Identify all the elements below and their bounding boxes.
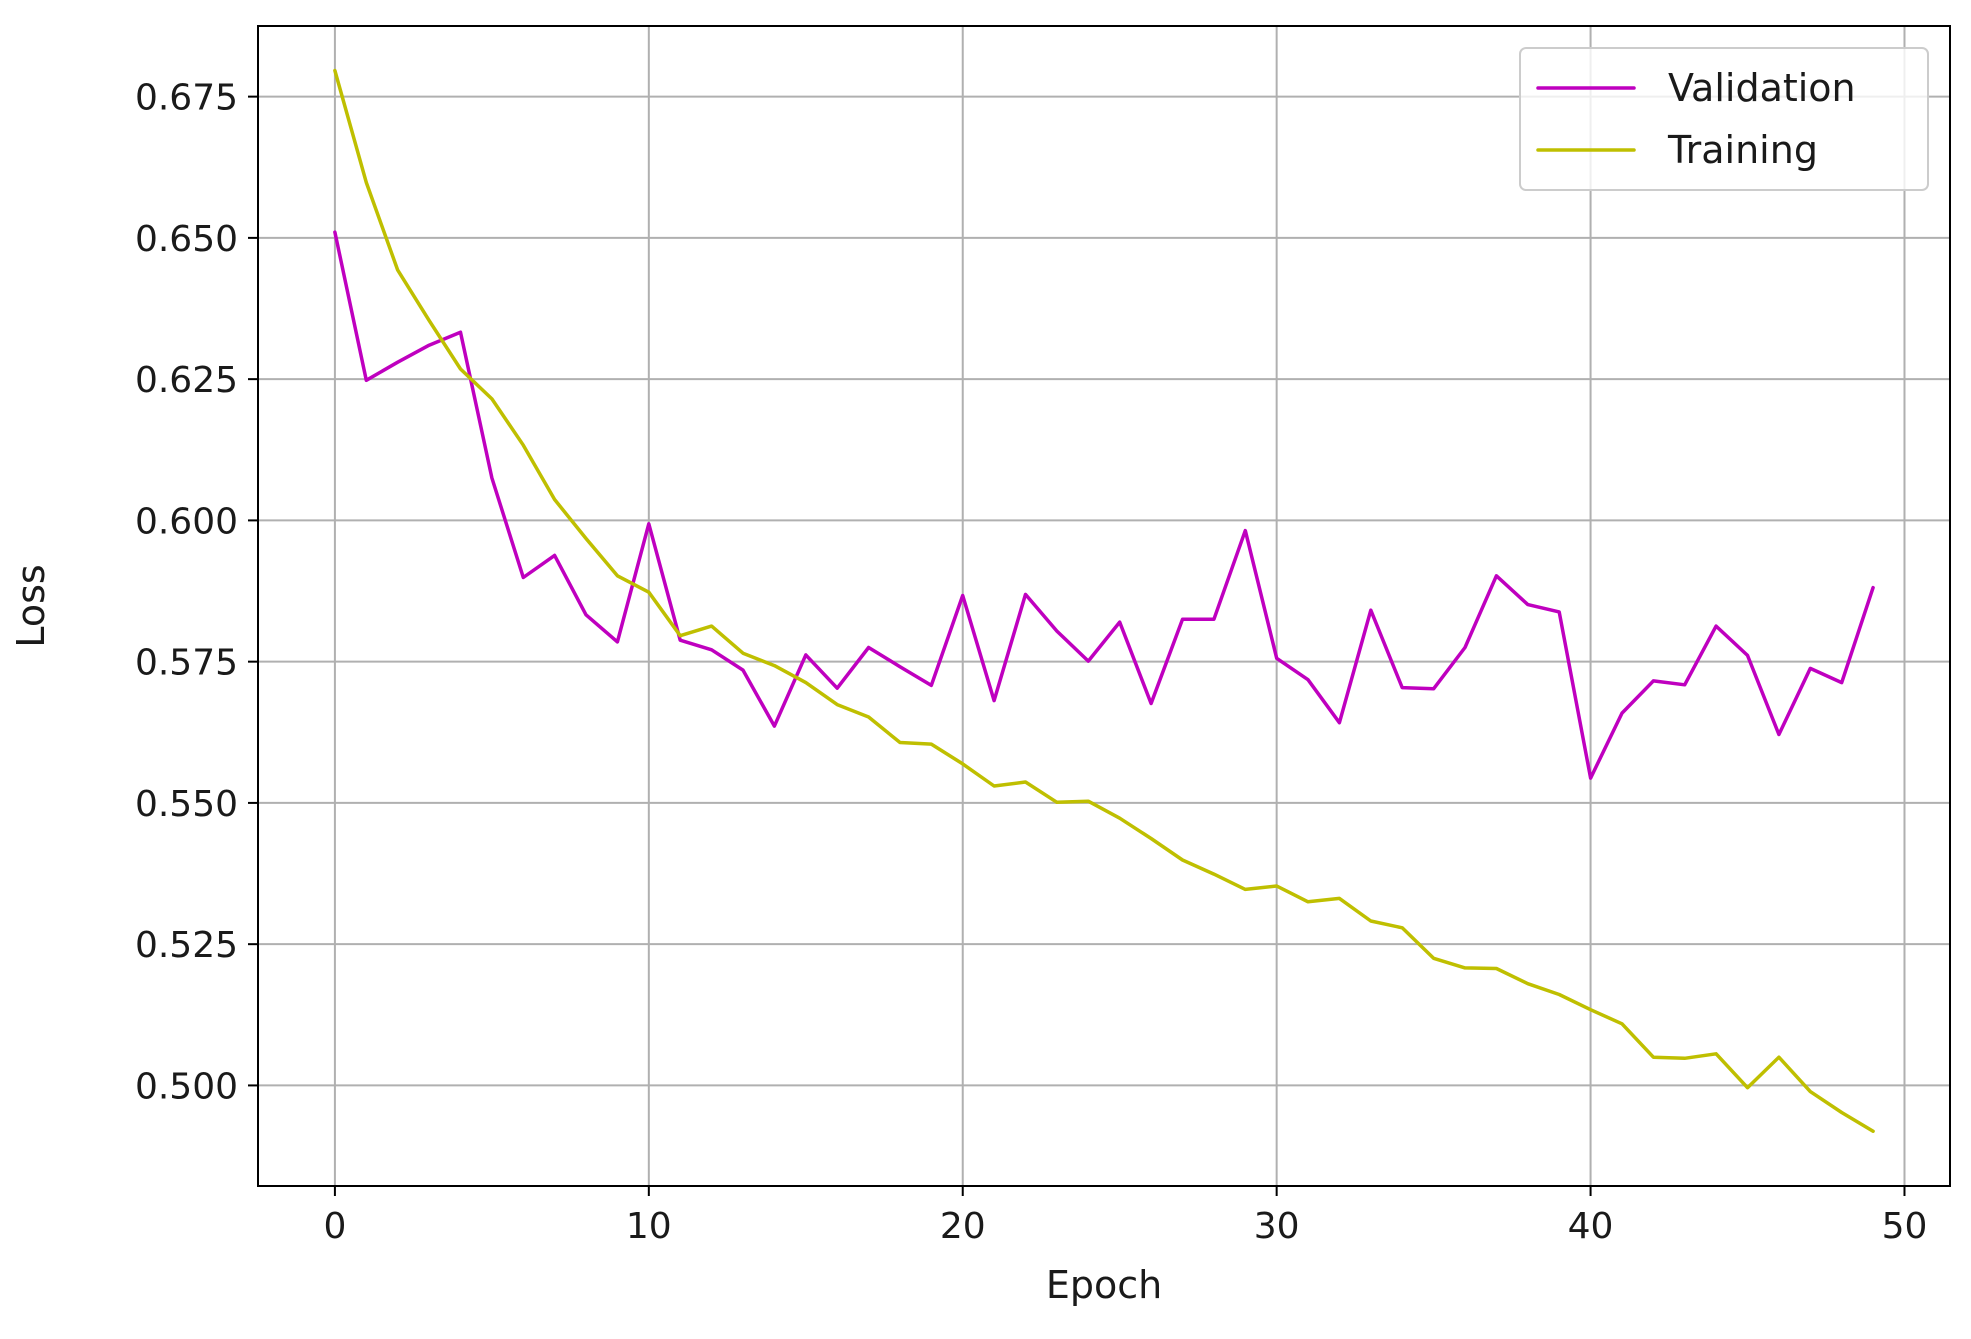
y-axis-label: Loss	[9, 564, 53, 647]
y-tick-label: 0.675	[135, 78, 238, 119]
y-tick-label: 0.575	[135, 643, 238, 684]
plot-area-frame	[257, 25, 1951, 1187]
y-tick-label: 0.500	[135, 1066, 238, 1107]
y-tick-label: 0.525	[135, 925, 238, 966]
x-tick-label: 40	[1568, 1206, 1614, 1247]
y-tick-label: 0.650	[135, 219, 238, 260]
series-lines	[333, 68, 1875, 1133]
series-line-training	[333, 68, 1875, 1133]
legend-box	[1519, 47, 1929, 191]
x-tick-label: 0	[323, 1206, 346, 1247]
x-tick-label: 20	[940, 1206, 986, 1247]
x-tick-label: 50	[1882, 1206, 1928, 1247]
legend-label-training: Training	[1667, 128, 1818, 172]
legend-label-validation: Validation	[1668, 66, 1856, 110]
y-tick-label: 0.550	[135, 784, 238, 825]
series-line-validation	[333, 230, 1875, 780]
x-axis-ticks: 0 10 20 30 40 50	[323, 1186, 1927, 1247]
x-tick-label: 10	[626, 1206, 672, 1247]
x-tick-label: 30	[1254, 1206, 1300, 1247]
x-axis-label: Epoch	[1046, 1263, 1162, 1307]
y-tick-label: 0.625	[135, 360, 238, 401]
grid-lines	[258, 26, 1950, 1186]
y-axis-ticks: 0.500 0.525 0.550 0.575 0.600 0.625 0.650 0.675	[135, 78, 258, 1107]
legend: Validation Training	[1519, 47, 1929, 191]
y-tick-label: 0.600	[135, 501, 238, 542]
